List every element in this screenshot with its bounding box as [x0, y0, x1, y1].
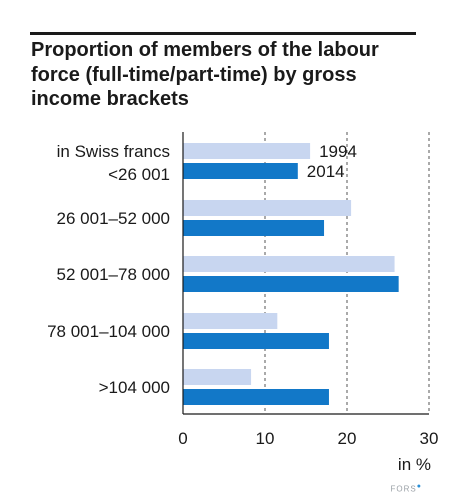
category-label-1: 26 001–52 000	[57, 209, 170, 228]
x-tick-label-10: 10	[256, 429, 275, 448]
bar-1994-3	[183, 313, 278, 329]
grid-lines	[264, 132, 430, 414]
category-label-4: >104 000	[99, 378, 170, 397]
legend-2014: 2014	[307, 162, 345, 181]
category-label-0: <26 001	[108, 165, 170, 184]
bar-2014-3	[183, 333, 329, 349]
bar-1994-4	[183, 369, 252, 385]
bar-1994-0	[183, 143, 311, 159]
chart-title: Proportion of members of the labour forc…	[31, 39, 379, 110]
bar-2014-0	[183, 163, 298, 179]
legend-1994: 1994	[319, 142, 357, 161]
bar-2014-2	[183, 276, 399, 292]
category-label-3: 78 001–104 000	[47, 322, 170, 341]
category-header: in Swiss francs	[57, 142, 170, 161]
axes	[182, 132, 429, 415]
bar-2014-4	[183, 389, 329, 405]
fors-logo: FORS●	[390, 483, 422, 494]
bar-1994-2	[183, 256, 395, 272]
x-tick-label-0: 0	[178, 429, 187, 448]
x-tick-label-20: 20	[338, 429, 357, 448]
labels: 0 10 20 30 in % in Swiss francs <26 001 26 001–…	[47, 142, 438, 474]
x-axis-label: in %	[398, 455, 431, 474]
top-rule	[30, 32, 416, 35]
bar-1994-1	[183, 200, 352, 216]
x-tick-label-30: 30	[420, 429, 439, 448]
bars	[183, 143, 399, 405]
bar-2014-1	[183, 220, 325, 236]
category-label-2: 52 001–78 000	[57, 265, 170, 284]
